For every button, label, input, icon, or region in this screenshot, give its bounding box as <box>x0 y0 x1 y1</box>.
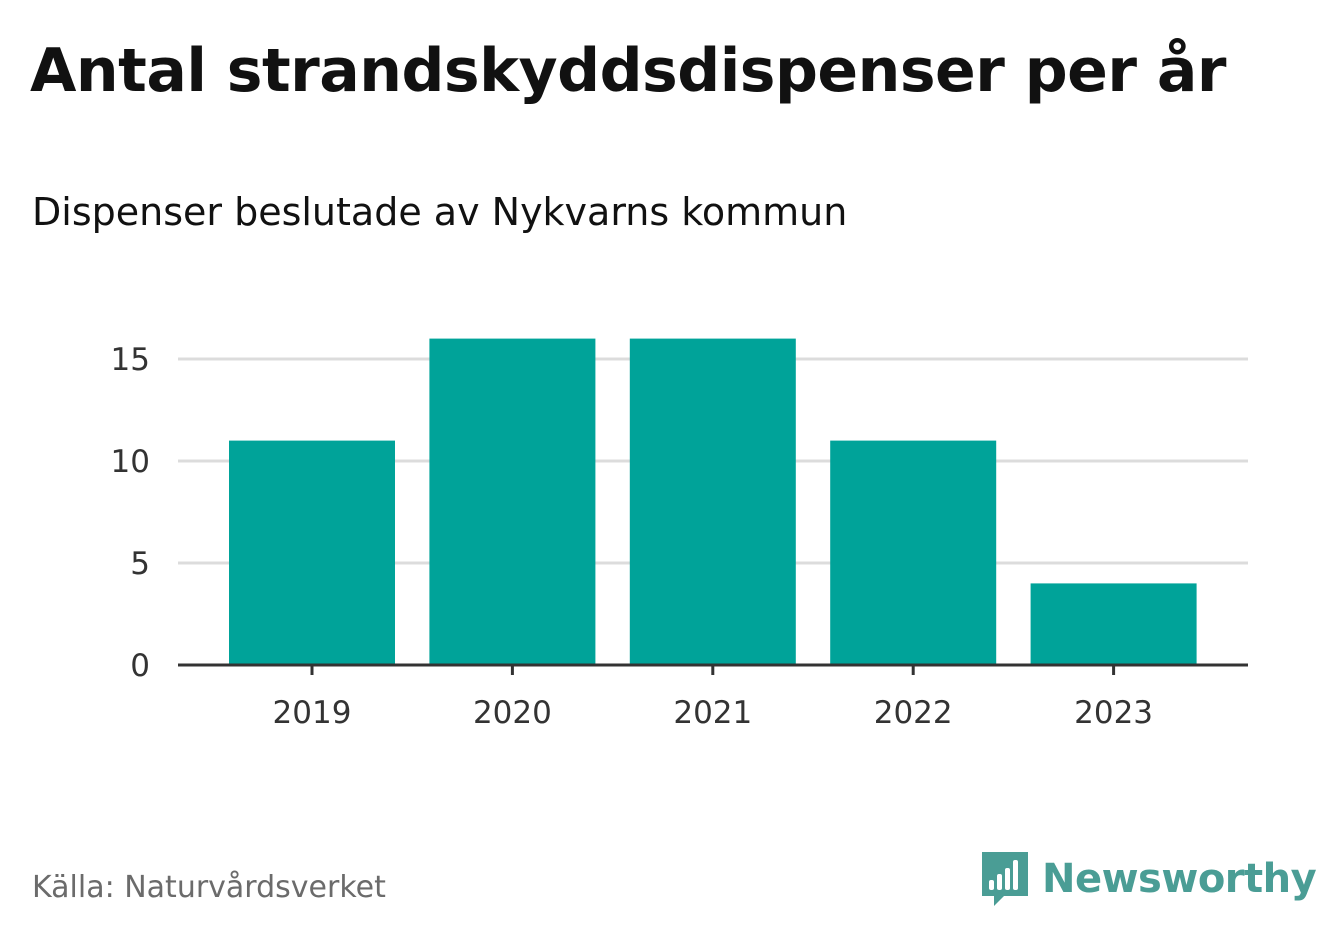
brand-logo: Newsworthy <box>980 850 1317 908</box>
bar <box>1030 583 1197 665</box>
y-tick-label: 15 <box>111 342 150 378</box>
y-tick-label: 10 <box>111 444 150 480</box>
y-tick-label: 5 <box>130 546 150 582</box>
bars <box>229 338 1197 665</box>
x-tick-label: 2023 <box>1074 695 1153 731</box>
bar-chart: 0 5 10 15 2019 2020 2021 2022 2023 <box>111 338 1248 731</box>
x-tick-label: 2022 <box>874 695 953 731</box>
source-note: Källa: Naturvårdsverket <box>32 870 386 905</box>
axes: 0 5 10 15 2019 2020 2021 2022 2023 <box>111 342 1248 731</box>
x-tick-label: 2021 <box>673 695 752 731</box>
chart-subtitle: Dispenser beslutade av Nykvarns kommun <box>32 190 848 234</box>
bar <box>629 338 796 665</box>
bar <box>229 440 395 665</box>
bar <box>830 440 997 665</box>
brand-name: Newsworthy <box>1042 856 1317 902</box>
x-tick-label: 2019 <box>273 695 352 731</box>
bar-chart-speech-bubble-icon <box>982 852 1028 906</box>
y-tick-label: 0 <box>130 648 150 684</box>
bar <box>429 338 596 665</box>
x-tick-label: 2020 <box>473 695 552 731</box>
chart-title: Antal strandskyddsdispenser per år <box>30 36 1226 106</box>
